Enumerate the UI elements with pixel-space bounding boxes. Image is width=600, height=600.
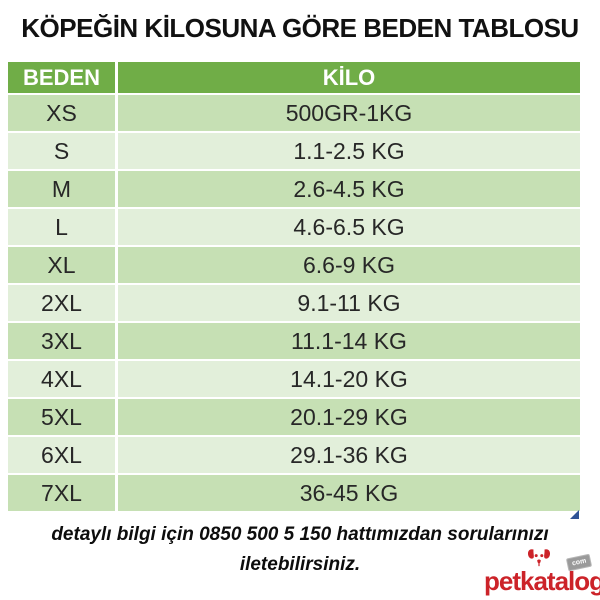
weight-cell: 6.6-9 KG: [118, 247, 580, 283]
cell-corner-marker: [570, 510, 579, 519]
weight-cell: 29.1-36 KG: [118, 437, 580, 473]
size-cell: 3XL: [8, 323, 118, 359]
size-cell: 5XL: [8, 399, 118, 435]
table-row: XL 6.6-9 KG: [8, 247, 580, 283]
weight-cell: 1.1-2.5 KG: [118, 133, 580, 169]
table-header-row: BEDEN KİLO: [8, 62, 580, 93]
weight-cell: 36-45 KG: [118, 475, 580, 511]
size-cell: 2XL: [8, 285, 118, 321]
weight-cell: 20.1-29 KG: [118, 399, 580, 435]
weight-cell: 500GR-1KG: [118, 95, 580, 131]
table-row: 7XL 36-45 KG: [8, 475, 580, 511]
column-header-beden: BEDEN: [8, 62, 118, 93]
column-header-kilo: KİLO: [118, 62, 580, 93]
page-title: KÖPEĞİN KİLOSUNA GÖRE BEDEN TABLOSU: [21, 13, 579, 43]
size-cell: XL: [8, 247, 118, 283]
size-cell: M: [8, 171, 118, 207]
table-row: 6XL 29.1-36 KG: [8, 437, 580, 473]
table-row: S 1.1-2.5 KG: [8, 133, 580, 169]
size-cell: S: [8, 133, 118, 169]
weight-cell: 4.6-6.5 KG: [118, 209, 580, 245]
table-row: XS 500GR-1KG: [8, 95, 580, 131]
logo-wordmark: petkatalog: [484, 566, 600, 596]
table-row: 4XL 14.1-20 KG: [8, 361, 580, 397]
size-cell: XS: [8, 95, 118, 131]
table-row: 2XL 9.1-11 KG: [8, 285, 580, 321]
size-table: BEDEN KİLO XS 500GR-1KG S 1.1-2.5 KG M 2…: [8, 60, 580, 513]
size-cell: 7XL: [8, 475, 118, 511]
dog-face-icon: [527, 549, 551, 567]
footer-info-line-2: iletebilirsiniz.: [239, 554, 361, 575]
size-cell: 4XL: [8, 361, 118, 397]
weight-cell: 11.1-14 KG: [118, 323, 580, 359]
table-row: 5XL 20.1-29 KG: [8, 399, 580, 435]
size-table-body: XS 500GR-1KG S 1.1-2.5 KG M 2.6-4.5 KG L…: [8, 95, 580, 511]
table-row: M 2.6-4.5 KG: [8, 171, 580, 207]
table-row: 3XL 11.1-14 KG: [8, 323, 580, 359]
weight-cell: 2.6-4.5 KG: [118, 171, 580, 207]
footer-info-line-1: detaylı bilgi için 0850 500 5 150 hattım…: [51, 524, 549, 545]
weight-cell: 14.1-20 KG: [118, 361, 580, 397]
table-row: L 4.6-6.5 KG: [8, 209, 580, 245]
petkatalog-logo: petkatalog com: [484, 548, 600, 596]
weight-cell: 9.1-11 KG: [118, 285, 580, 321]
size-cell: L: [8, 209, 118, 245]
size-cell: 6XL: [8, 437, 118, 473]
